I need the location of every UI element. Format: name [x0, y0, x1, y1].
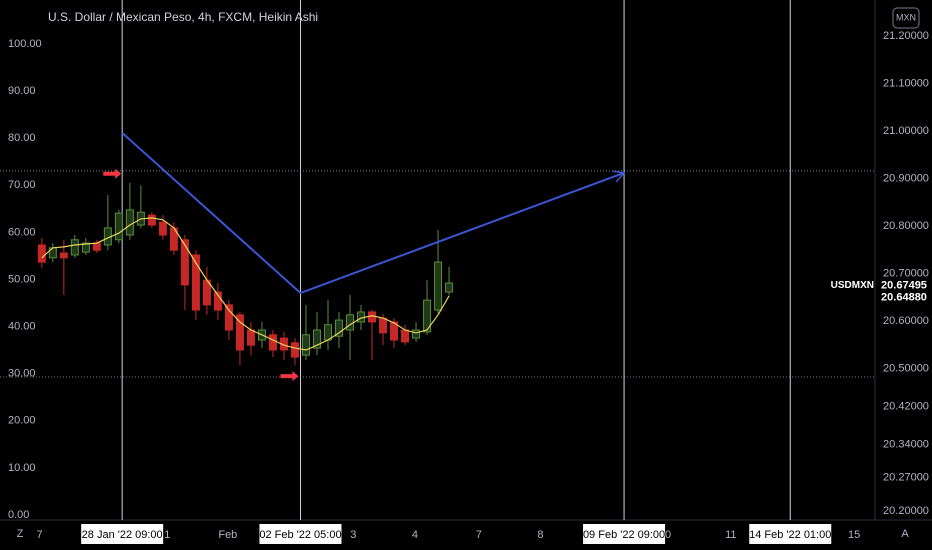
price-tick-label: 20.20000: [883, 505, 929, 517]
price-tick-label: 21.20000: [883, 30, 929, 42]
candle-body: [412, 329, 421, 339]
candle-body: [158, 221, 167, 236]
arrow-marker: [280, 371, 299, 382]
auto-scale-toggle[interactable]: A: [901, 528, 909, 540]
price-tick-label: 20.90000: [883, 172, 929, 184]
time-label-box: [583, 524, 666, 544]
trend-line: [121, 132, 625, 295]
candle-body: [368, 311, 377, 323]
time-label-box: [749, 524, 832, 544]
candle-body: [59, 252, 68, 259]
candle-body: [434, 261, 443, 311]
candle-body: [390, 321, 399, 341]
price-tick-label: 20.80000: [883, 220, 929, 232]
x-tick-label: 02 Feb '22 05:00: [259, 529, 341, 541]
x-tick-label: 4: [412, 529, 418, 541]
candle-body: [445, 282, 454, 293]
candle-body: [357, 311, 366, 323]
candle-body: [180, 239, 189, 286]
candle-body: [268, 334, 277, 351]
candle-body: [301, 334, 310, 356]
x-tick-label: 1: [164, 529, 170, 541]
price-label: 20.67495: [881, 279, 927, 291]
left-tick-label: 80.00: [8, 132, 36, 144]
overlay-layer: 100.0090.0080.0070.0060.0050.0040.0030.0…: [8, 30, 932, 544]
x-tick-label: 7: [476, 529, 482, 541]
candle-body: [290, 342, 299, 358]
annotation-layer: [0, 0, 875, 520]
chart-title: U.S. Dollar / Mexican Peso, 4h, FXCM, He…: [48, 10, 318, 24]
candle-body: [379, 317, 388, 334]
candle-body: [81, 242, 90, 253]
left-tick-label: 100.00: [8, 38, 42, 50]
currency-label[interactable]: MXN: [896, 12, 916, 22]
left-tick-label: 0.00: [8, 509, 29, 521]
left-tick-label: 20.00: [8, 415, 36, 427]
left-tick-label: 70.00: [8, 179, 36, 191]
candle-body: [125, 209, 134, 236]
candle-body: [312, 329, 321, 349]
x-tick-label: 28 Jan '22 09:00: [82, 529, 163, 541]
candle-body: [423, 299, 432, 333]
currency-box[interactable]: [892, 7, 920, 29]
candle-body: [92, 242, 101, 251]
candle-body: [224, 304, 233, 331]
left-tick-label: 50.00: [8, 273, 36, 285]
price-tick-label: 20.27000: [883, 472, 929, 484]
x-tick-label: 3: [350, 529, 356, 541]
moving-average: [41, 217, 450, 351]
x-tick-label: 09 Feb '22 09:00: [583, 529, 665, 541]
candle-body: [334, 319, 343, 337]
left-tick-label: 90.00: [8, 85, 36, 97]
price-label-box: [876, 278, 932, 293]
symbol-label: USDMXN: [831, 280, 874, 291]
candle-body: [114, 212, 123, 241]
left-tick-label: 30.00: [8, 368, 36, 380]
candle-body: [37, 244, 46, 263]
price-tick-label: 20.42000: [883, 400, 929, 412]
x-tick-label: 0: [665, 529, 671, 541]
price-tick-label: 21.10000: [883, 77, 929, 89]
price-tick-label: 21.00000: [883, 125, 929, 137]
trend-arrowhead: [612, 170, 626, 183]
price-tick-label: 20.60000: [883, 315, 929, 327]
x-tick-label: Feb: [218, 529, 237, 541]
price-tick-label: 20.70000: [883, 267, 929, 279]
price-label-box: [876, 290, 932, 305]
candle-body: [213, 291, 222, 311]
candle-body: [235, 314, 244, 351]
x-tick-label: 14 Feb '22 01:00: [749, 529, 831, 541]
price-tick-label: 20.50000: [883, 362, 929, 374]
time-label-box: [81, 524, 164, 544]
x-tick-label: 11: [725, 529, 736, 541]
price-tick-label: 20.34000: [883, 438, 929, 450]
candle-body: [147, 214, 156, 226]
candle-body: [246, 329, 255, 346]
x-tick-label: 7: [37, 529, 43, 541]
x-tick-label: 15: [848, 529, 860, 541]
price-label: 20.64880: [881, 292, 927, 304]
zoom-toggle[interactable]: Z: [17, 528, 24, 540]
left-tick-label: 40.00: [8, 321, 36, 333]
arrow-marker: [103, 168, 122, 179]
left-tick-label: 10.00: [8, 462, 36, 474]
candle-body: [191, 254, 200, 311]
candle-body: [401, 329, 410, 343]
candle-body: [70, 239, 79, 256]
left-tick-label: 60.00: [8, 226, 36, 238]
candles: [37, 182, 454, 366]
x-tick-label: 8: [537, 529, 543, 541]
time-label-box: [259, 524, 342, 544]
candle-body: [346, 314, 354, 331]
